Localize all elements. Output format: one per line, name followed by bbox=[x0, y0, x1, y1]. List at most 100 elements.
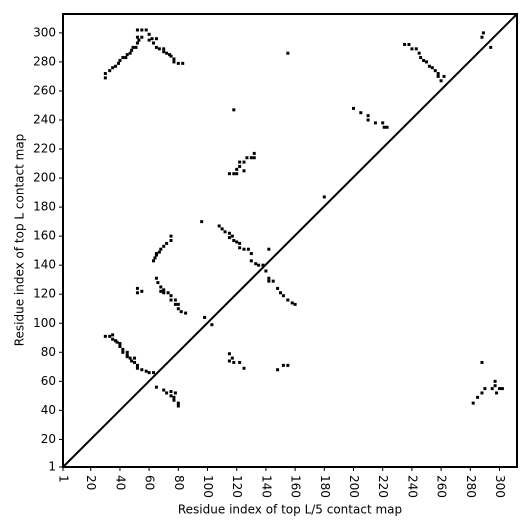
contact-point bbox=[286, 363, 290, 367]
contact-point bbox=[281, 363, 285, 367]
contact-point bbox=[246, 247, 250, 251]
contact-point bbox=[184, 311, 188, 315]
contact-point bbox=[131, 45, 135, 49]
y-tick-label: 1 bbox=[48, 460, 56, 474]
contact-point bbox=[154, 37, 158, 41]
contact-point bbox=[417, 51, 421, 55]
contact-point bbox=[125, 53, 129, 57]
diagonal bbox=[62, 13, 518, 468]
contact-point bbox=[162, 291, 166, 295]
contact-point bbox=[238, 246, 242, 250]
contact-point bbox=[165, 241, 169, 245]
contact-point bbox=[419, 56, 423, 60]
contact-point bbox=[165, 51, 169, 55]
contact-point bbox=[238, 241, 242, 245]
contact-point bbox=[103, 72, 107, 76]
y-tick-label: 80 bbox=[41, 345, 56, 359]
contact-point bbox=[271, 279, 275, 283]
plot-frame bbox=[62, 13, 518, 468]
contact-point bbox=[135, 291, 139, 295]
contact-point bbox=[232, 108, 236, 112]
contact-point bbox=[162, 244, 166, 248]
contact-point bbox=[169, 234, 173, 238]
y-tick-label: 60 bbox=[41, 374, 56, 388]
contact-point bbox=[252, 151, 256, 155]
contact-point bbox=[140, 28, 144, 32]
contact-point bbox=[135, 366, 139, 370]
contact-point bbox=[116, 61, 120, 65]
contact-point bbox=[442, 74, 446, 78]
contact-point bbox=[366, 118, 370, 122]
contact-point bbox=[232, 239, 236, 242]
y-tick-label: 240 bbox=[33, 112, 56, 126]
contact-point bbox=[135, 286, 139, 290]
contact-point bbox=[210, 323, 214, 327]
contact-point bbox=[154, 45, 158, 49]
contact-point bbox=[227, 359, 231, 363]
contact-point bbox=[147, 371, 151, 375]
contact-point bbox=[252, 156, 256, 160]
contact-point bbox=[140, 289, 144, 293]
contact-point bbox=[430, 66, 434, 70]
contact-point bbox=[157, 250, 161, 254]
y-tick-label: 160 bbox=[33, 229, 56, 243]
contact-point bbox=[286, 298, 290, 302]
contact-point bbox=[137, 38, 141, 42]
contact-point bbox=[483, 387, 487, 391]
x-tick-label: 20 bbox=[84, 475, 98, 490]
contact-point bbox=[135, 35, 139, 39]
contact-point bbox=[157, 47, 161, 51]
contact-point bbox=[156, 281, 160, 285]
y-tick-label: 220 bbox=[33, 142, 56, 156]
contact-point bbox=[267, 279, 271, 283]
x-tick-label: 260 bbox=[435, 475, 449, 498]
contact-point bbox=[235, 240, 239, 244]
contact-point bbox=[173, 391, 177, 395]
contact-point bbox=[373, 121, 377, 125]
contact-point bbox=[276, 286, 280, 290]
x-tick-label: 100 bbox=[201, 475, 215, 498]
contact-point bbox=[495, 391, 499, 395]
contact-point bbox=[490, 387, 494, 391]
x-tick-label: 220 bbox=[376, 475, 390, 498]
contact-point bbox=[242, 366, 246, 370]
contact-point bbox=[172, 395, 176, 399]
contact-point bbox=[125, 353, 129, 357]
contact-point bbox=[235, 167, 239, 171]
contact-point bbox=[293, 302, 297, 306]
contact-point bbox=[111, 333, 115, 337]
contact-point bbox=[433, 69, 437, 73]
contact-point bbox=[497, 387, 501, 391]
y-tick-label: 200 bbox=[33, 171, 56, 185]
x-tick-label: 200 bbox=[347, 475, 361, 498]
y-axis-label: Residue index of top L contact map bbox=[13, 134, 27, 347]
contact-point bbox=[281, 294, 285, 298]
contact-point bbox=[165, 391, 169, 395]
contact-point bbox=[439, 79, 443, 83]
contact-point bbox=[130, 359, 134, 363]
contact-point bbox=[125, 350, 129, 354]
contact-point bbox=[276, 368, 280, 372]
x-tick-label: 160 bbox=[289, 475, 303, 498]
contact-point bbox=[422, 58, 426, 62]
contact-point bbox=[135, 41, 139, 45]
y-tick-label: 260 bbox=[33, 83, 56, 97]
contact-point bbox=[162, 388, 166, 392]
contact-point bbox=[152, 371, 156, 375]
contact-point bbox=[322, 195, 326, 199]
contact-point bbox=[242, 160, 246, 164]
contact-point bbox=[232, 172, 236, 176]
x-tick-label: 140 bbox=[259, 475, 273, 498]
contact-point bbox=[220, 227, 224, 231]
contact-point bbox=[436, 72, 440, 76]
contact-point bbox=[264, 269, 268, 273]
contact-point bbox=[172, 60, 176, 64]
contact-point bbox=[245, 156, 249, 160]
contact-point bbox=[480, 360, 484, 364]
contact-point bbox=[108, 334, 112, 338]
contact-point bbox=[230, 356, 234, 360]
contact-point bbox=[242, 169, 246, 173]
contact-point bbox=[279, 291, 283, 295]
contact-point bbox=[286, 51, 290, 55]
contact-point bbox=[176, 307, 180, 311]
